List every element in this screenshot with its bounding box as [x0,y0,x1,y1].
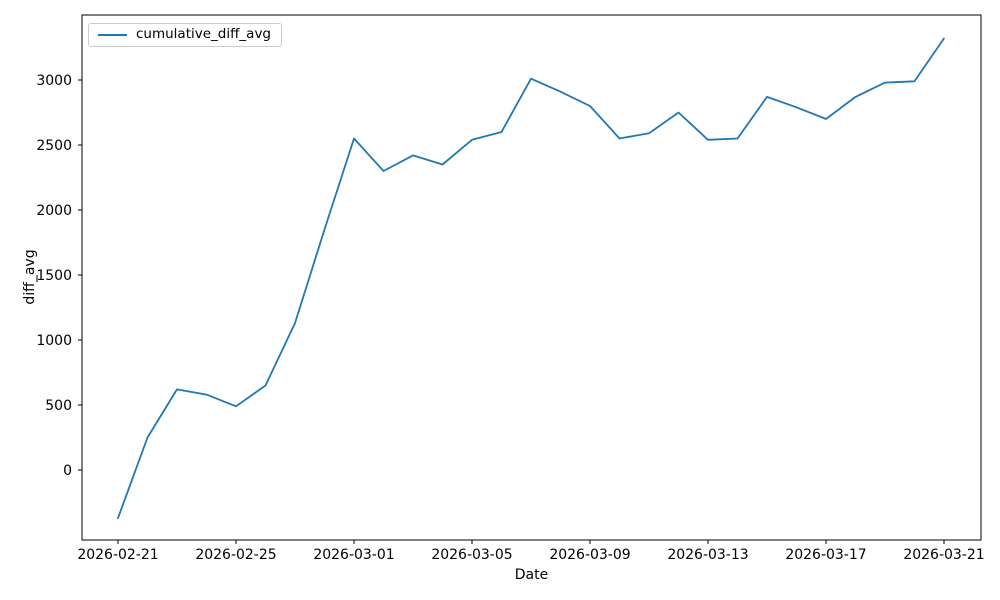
x-tick-label: 2026-03-17 [785,547,866,563]
y-axis-title: diff_avg [22,249,38,305]
y-tick-label: 2500 [36,138,72,154]
x-tick-label: 2026-03-21 [903,547,984,563]
legend-label: cumulative_diff_avg [136,26,271,43]
y-axis-ticks: 0 500 1000 1500 2000 2500 3000 [36,73,82,479]
x-tick-label: 2026-02-21 [77,547,158,563]
legend: cumulative_diff_avg [88,23,282,47]
legend-line-sample-icon [98,34,127,36]
x-tick-label: 2026-02-25 [195,547,276,563]
x-tick-label: 2026-03-01 [313,547,394,563]
plot-area [81,14,982,541]
x-tick-label: 2026-03-05 [431,547,512,563]
x-tick-label: 2026-03-09 [549,547,630,563]
y-tick-label: 0 [63,463,72,479]
y-tick-label: 3000 [36,73,72,89]
y-tick-label: 500 [45,398,72,414]
y-tick-label: 1500 [36,268,72,284]
x-axis-title: Date [514,567,549,583]
y-tick-label: 1000 [36,333,72,349]
y-tick-label: 2000 [36,203,72,219]
x-axis-ticks: 2026-02-21 2026-02-25 2026-03-01 2026-03-05… [77,540,985,563]
data-line-cumulative-diff-avg [117,37,945,519]
x-tick-label: 2026-03-13 [667,547,748,563]
